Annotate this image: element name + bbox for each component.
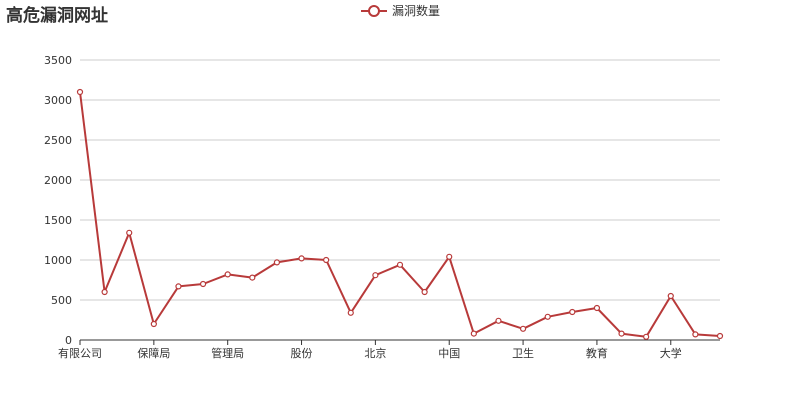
data-point[interactable] bbox=[593, 304, 601, 312]
data-point[interactable] bbox=[692, 331, 699, 338]
y-tick-label: 1500 bbox=[44, 214, 72, 227]
x-tick-label: 股份 bbox=[291, 347, 313, 360]
y-tick-label: 1000 bbox=[44, 254, 72, 267]
legend[interactable]: 漏洞数量 bbox=[361, 3, 440, 18]
legend-label: 漏洞数量 bbox=[392, 3, 440, 18]
data-point[interactable] bbox=[199, 280, 207, 288]
data-point[interactable] bbox=[372, 272, 379, 279]
grid-lines bbox=[80, 59, 720, 301]
data-point[interactable] bbox=[126, 229, 133, 236]
data-point[interactable] bbox=[544, 313, 551, 320]
y-tick-label: 3000 bbox=[44, 94, 72, 107]
data-point[interactable] bbox=[175, 283, 182, 290]
x-tick-label: 管理局 bbox=[211, 346, 244, 360]
chart-title: 高危漏洞网址 bbox=[6, 6, 108, 26]
legend-circle-icon bbox=[368, 5, 380, 17]
data-point[interactable] bbox=[716, 332, 724, 340]
data-point[interactable] bbox=[495, 317, 502, 324]
x-tick-label: 中国 bbox=[438, 347, 460, 360]
data-point[interactable] bbox=[150, 320, 157, 328]
series-layer bbox=[76, 88, 724, 340]
data-point[interactable] bbox=[249, 274, 256, 281]
y-tick-label: 3500 bbox=[44, 54, 72, 67]
y-tick-label: 2000 bbox=[44, 174, 72, 187]
data-point[interactable] bbox=[569, 308, 576, 316]
data-point[interactable] bbox=[470, 330, 477, 337]
data-point[interactable] bbox=[298, 255, 305, 262]
data-point[interactable] bbox=[618, 330, 625, 337]
y-tick-label: 2500 bbox=[44, 134, 72, 147]
y-tick-label: 500 bbox=[51, 294, 72, 307]
axes: 0 500 1000 1500 2000 2500 3000 3500 有限公司 保障局 管理局 股份… bbox=[44, 54, 720, 360]
data-point[interactable] bbox=[667, 292, 674, 300]
x-tick-label: 有限公司 bbox=[58, 346, 102, 360]
data-point[interactable] bbox=[273, 259, 281, 266]
data-point[interactable] bbox=[224, 271, 231, 278]
x-tick-label: 保障局 bbox=[137, 346, 170, 360]
x-tick-label: 教育 bbox=[586, 346, 608, 360]
data-point[interactable] bbox=[643, 333, 650, 340]
data-point[interactable] bbox=[519, 325, 527, 332]
data-point[interactable] bbox=[446, 253, 453, 260]
data-point[interactable] bbox=[396, 261, 404, 268]
data-point[interactable] bbox=[347, 309, 354, 316]
data-point[interactable] bbox=[76, 88, 84, 96]
y-tick-label: 0 bbox=[65, 334, 72, 347]
data-point[interactable] bbox=[421, 288, 428, 296]
x-tick-label: 卫生 bbox=[512, 346, 534, 360]
data-point[interactable] bbox=[323, 256, 330, 264]
data-point[interactable] bbox=[101, 288, 108, 296]
x-tick-label: 大学 bbox=[660, 346, 682, 360]
x-tick-label: 北京 bbox=[364, 346, 386, 360]
